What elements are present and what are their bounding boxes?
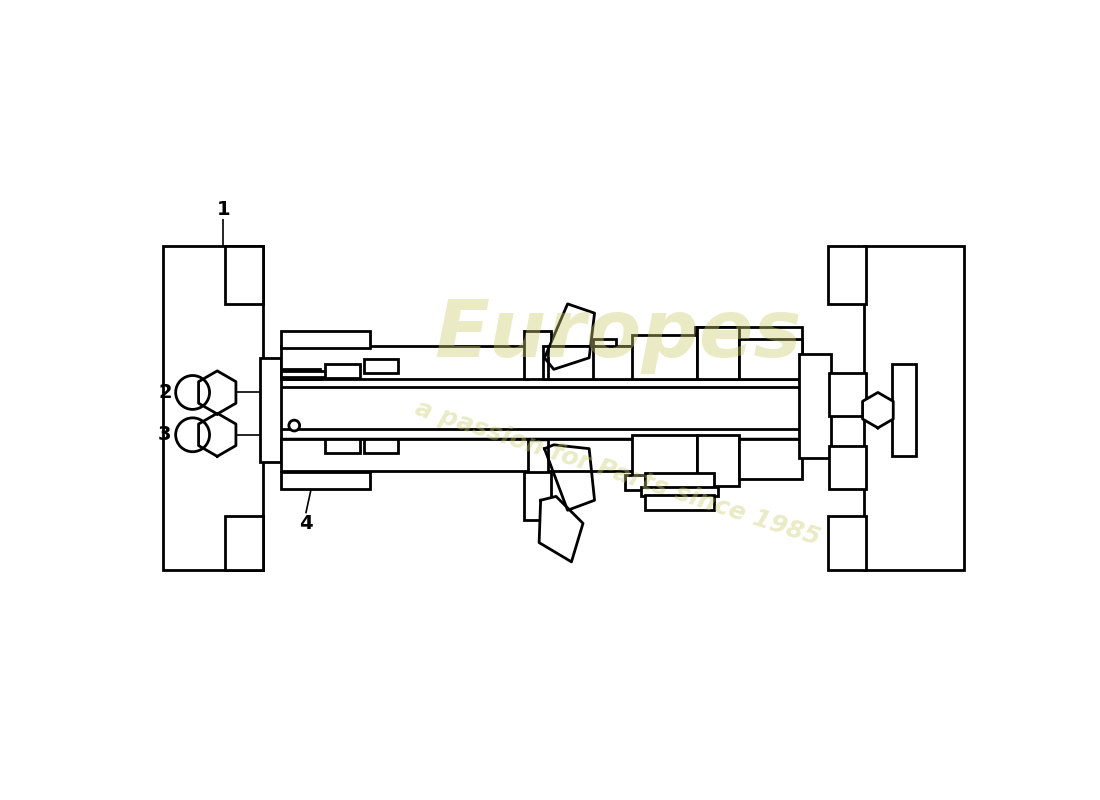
Bar (695, 327, 802, 378)
Bar (640, 487, 717, 496)
Polygon shape (199, 371, 235, 414)
Bar (282, 331, 370, 348)
Bar (645, 495, 714, 510)
Bar (282, 371, 343, 377)
Text: a passion for Parts since 1985: a passion for Parts since 1985 (412, 396, 823, 550)
Bar (593, 338, 616, 378)
Bar (799, 354, 830, 458)
Bar (739, 438, 803, 478)
Text: 3: 3 (158, 426, 172, 444)
Bar (524, 472, 551, 519)
Bar (625, 475, 645, 490)
Bar (865, 246, 964, 570)
Bar (739, 338, 803, 378)
Bar (697, 435, 739, 486)
Bar (224, 516, 264, 570)
Bar (593, 346, 801, 378)
Bar (828, 516, 867, 570)
Circle shape (176, 418, 209, 452)
Polygon shape (539, 496, 583, 562)
Bar (829, 446, 867, 489)
Polygon shape (544, 445, 594, 510)
Bar (548, 346, 595, 378)
Polygon shape (862, 393, 893, 428)
Bar (892, 364, 916, 456)
Text: 1: 1 (217, 201, 230, 219)
Bar (282, 472, 370, 489)
Bar (697, 327, 739, 378)
Bar (326, 439, 360, 454)
Bar (829, 373, 867, 415)
Bar (645, 474, 714, 489)
Bar (326, 364, 360, 378)
Bar (631, 435, 697, 478)
Text: 4: 4 (299, 514, 312, 533)
Text: 2: 2 (158, 383, 172, 402)
Bar (828, 246, 867, 304)
Bar (631, 334, 697, 378)
Circle shape (289, 420, 299, 431)
Bar (548, 438, 801, 471)
Bar (282, 438, 528, 471)
Bar (260, 358, 282, 462)
Bar (616, 346, 636, 378)
Polygon shape (544, 304, 594, 370)
Bar (543, 346, 595, 378)
Bar (363, 359, 398, 373)
Text: Europes: Europes (434, 296, 801, 374)
Polygon shape (199, 414, 235, 456)
Bar (524, 331, 551, 378)
Bar (282, 370, 320, 378)
Bar (363, 439, 398, 454)
Bar (224, 246, 264, 304)
Bar (282, 346, 528, 378)
Bar (163, 246, 264, 570)
Circle shape (176, 375, 209, 410)
